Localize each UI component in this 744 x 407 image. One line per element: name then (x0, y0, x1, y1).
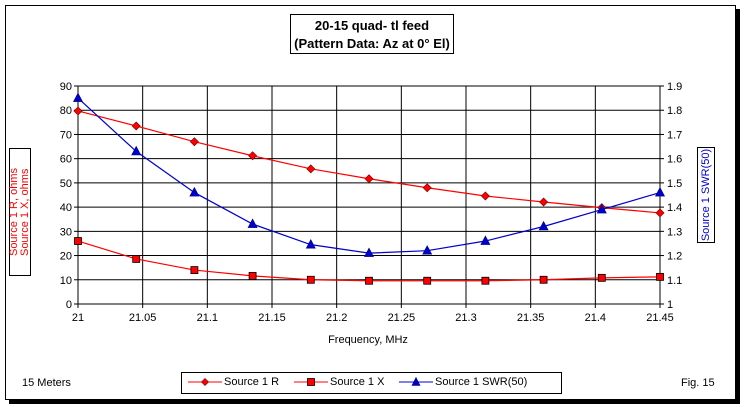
y-right-tick-label: 1 (667, 299, 673, 311)
y-right-tick-label: 1.9 (667, 81, 682, 93)
data-point-source-1-x (423, 276, 432, 285)
series-line-source-1-x (77, 240, 661, 282)
legend-label: Source 1 R (224, 376, 280, 388)
data-point-source-1-x (132, 255, 141, 263)
y-left-tick-label: 90 (60, 81, 72, 93)
y-left-tick-label: 10 (60, 275, 72, 287)
data-point-source-1-swr-50 (189, 186, 200, 197)
data-point-source-1-x (190, 266, 199, 274)
data-point-source-1-swr-50 (247, 218, 258, 228)
y-right-tick-label: 1.4 (667, 202, 682, 214)
diamond-marker-icon (188, 378, 222, 386)
legend-label: Source 1 SWR(50) (435, 376, 528, 388)
x-tick-label: 21.25 (388, 312, 416, 324)
data-point-source-1-x (248, 272, 257, 280)
x-tick-label: 21.4 (585, 312, 606, 324)
y-right-tick-label: 1.3 (667, 226, 682, 238)
y-right-tick-label: 1.7 (667, 129, 682, 141)
x-tick-label: 21 (72, 312, 84, 324)
legend-item-source-1-x: Source 1 X (294, 376, 384, 388)
x-tick-label: 21.45 (646, 312, 674, 324)
chart-frame (5, 5, 736, 400)
y-right-tick-label: 1.6 (667, 154, 682, 166)
data-point-source-1-r (189, 137, 199, 147)
data-point-source-1-x (481, 276, 490, 285)
data-point-source-1-r (480, 191, 490, 201)
x-axis-title: Frequency, MHz (328, 334, 408, 346)
y-right-tick-label: 1.5 (667, 178, 682, 190)
data-point-source-1-r (73, 106, 83, 116)
data-point-source-1-x (306, 275, 315, 284)
y-right-tick-label: 1.8 (667, 105, 682, 117)
data-point-source-1-r (364, 174, 374, 184)
y-left-tick-label: 20 (60, 251, 72, 263)
data-point-source-1-x (74, 237, 82, 245)
y-right-tick-label: 1.1 (667, 275, 682, 287)
triangle-marker-icon (399, 376, 433, 386)
legend-item-source-1-swr: Source 1 SWR(50) (399, 376, 527, 388)
legend-label: Source 1 X (330, 376, 385, 388)
x-tick-label: 21.15 (258, 312, 286, 324)
y-left-tick-label: 30 (60, 226, 72, 238)
legend: Source 1 R Source 1 X Source 1 SWR(50) (181, 372, 562, 394)
square-marker-icon (294, 378, 328, 386)
y-left-tick-label: 0 (66, 299, 72, 311)
right-axis-title-box: Source 1 SWR(50) (697, 147, 715, 243)
data-point-source-1-swr-50 (480, 235, 491, 245)
data-point-source-1-swr-50 (596, 203, 607, 214)
band-note: 15 Meters (22, 377, 71, 389)
series-line-source-1-r (77, 110, 661, 214)
data-point-source-1-swr-50 (73, 92, 83, 102)
x-tick-label: 21.05 (129, 312, 157, 324)
data-point-source-1-r (131, 121, 141, 131)
x-tick-label: 21.3 (455, 312, 476, 324)
data-point-source-1-swr-50 (538, 220, 549, 231)
legend-item-source-1-r: Source 1 R (188, 376, 279, 388)
data-point-source-1-r (655, 208, 665, 218)
data-point-source-1-r (248, 151, 258, 161)
x-tick-label: 21.2 (326, 312, 347, 324)
y-left-tick-label: 50 (60, 178, 72, 190)
data-point-source-1-x (365, 276, 373, 285)
left-axis-title-box: Source 1 R, ohms Source 1 X, ohms (8, 148, 31, 276)
figure-number: Fig. 15 (681, 377, 715, 389)
y-left-tick-label: 80 (60, 105, 72, 117)
data-point-source-1-swr-50 (422, 245, 433, 255)
y-left-tick-label: 60 (60, 154, 72, 166)
x-tick-label: 21.1 (197, 312, 218, 324)
y-left-tick-label: 40 (60, 202, 72, 214)
y-right-tick-label: 1.2 (667, 251, 682, 263)
data-point-source-1-r (422, 183, 432, 193)
x-tick-label: 21.35 (517, 312, 545, 324)
data-point-source-1-swr-50 (131, 145, 142, 156)
y-left-tick-label: 70 (60, 129, 72, 141)
data-point-source-1-x (597, 273, 606, 282)
data-point-source-1-swr-50 (364, 247, 374, 257)
data-point-source-1-swr-50 (655, 186, 665, 197)
data-point-source-1-r (306, 164, 316, 174)
chart-title-box: 20-15 quad- tl feed (Pattern Data: Az at… (290, 14, 454, 54)
data-point-source-1-swr-50 (305, 239, 316, 249)
data-point-source-1-r (539, 197, 549, 207)
chart-title: 20-15 quad- tl feed (314, 18, 430, 33)
chart-subtitle: (Pattern Data: Az at 0° El) (294, 36, 450, 51)
data-point-source-1-x (656, 272, 664, 281)
data-point-source-1-x (539, 275, 548, 284)
